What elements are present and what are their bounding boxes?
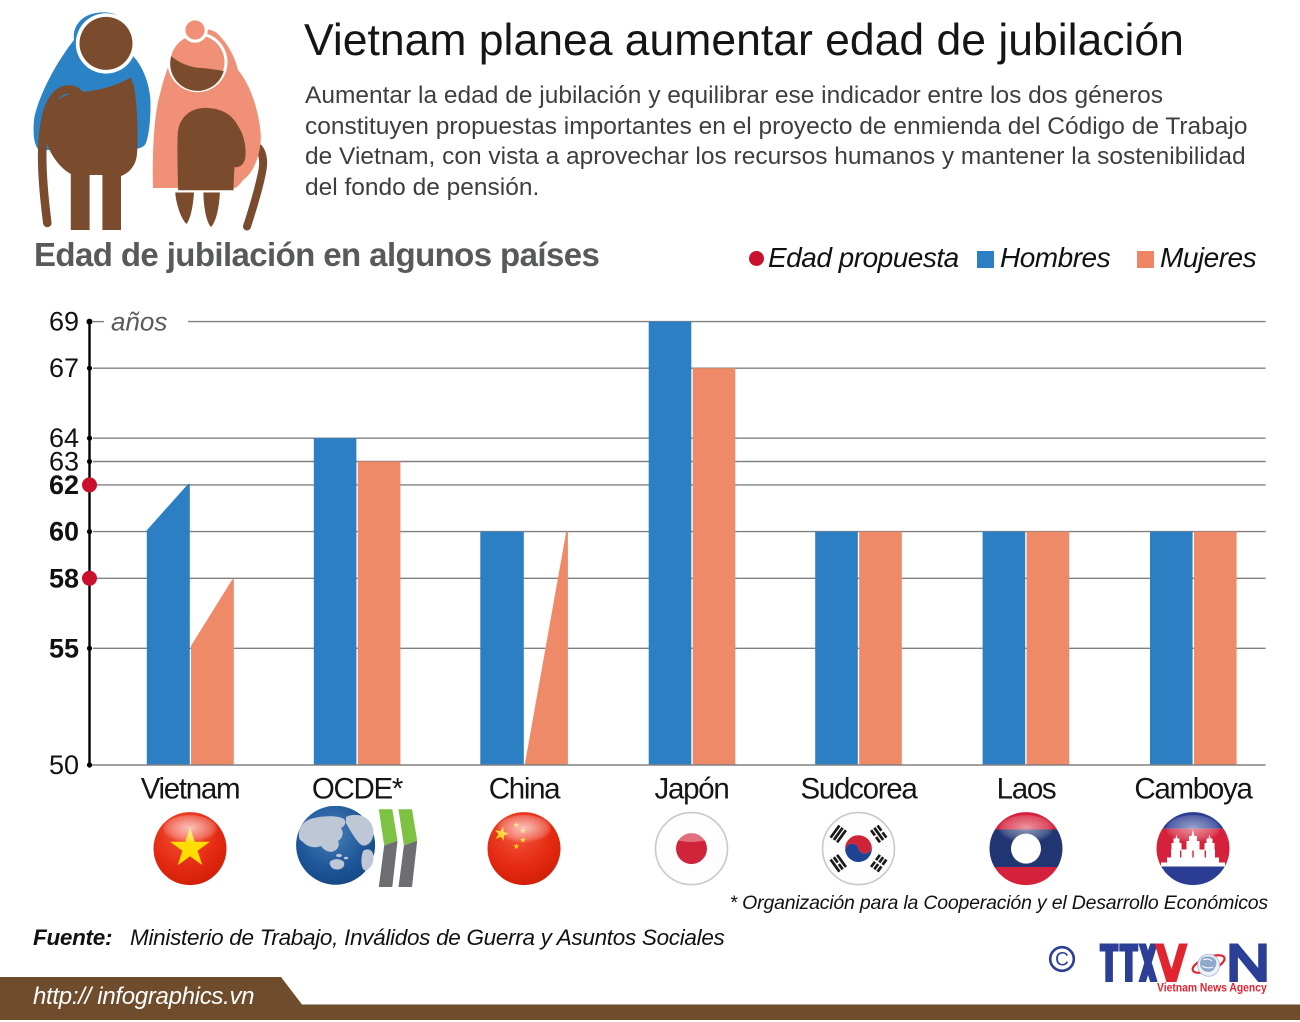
svg-text:60: 60 bbox=[49, 517, 79, 547]
svg-text:63: 63 bbox=[49, 447, 79, 477]
svg-text:China: China bbox=[489, 773, 561, 806]
svg-text:Camboya: Camboya bbox=[1134, 773, 1253, 806]
svg-text:Vietnam News Agency: Vietnam News Agency bbox=[1157, 983, 1267, 995]
svg-text:69: 69 bbox=[49, 307, 79, 337]
svg-text:50: 50 bbox=[49, 750, 79, 780]
svg-text:Vietnam: Vietnam bbox=[141, 773, 240, 806]
svg-text:55: 55 bbox=[49, 633, 79, 663]
svg-text:OCDE*: OCDE* bbox=[312, 773, 404, 806]
svg-text:Laos: Laos bbox=[997, 773, 1056, 806]
svg-text:años: años bbox=[111, 307, 167, 337]
svg-text:Sudcorea: Sudcorea bbox=[801, 773, 919, 806]
svg-text:58: 58 bbox=[49, 563, 79, 593]
svg-text:67: 67 bbox=[49, 353, 79, 383]
svg-text:C: C bbox=[1055, 950, 1069, 971]
svg-text:64: 64 bbox=[49, 423, 79, 453]
svg-text:Japón: Japón bbox=[655, 773, 729, 806]
svg-text:62: 62 bbox=[49, 470, 79, 500]
